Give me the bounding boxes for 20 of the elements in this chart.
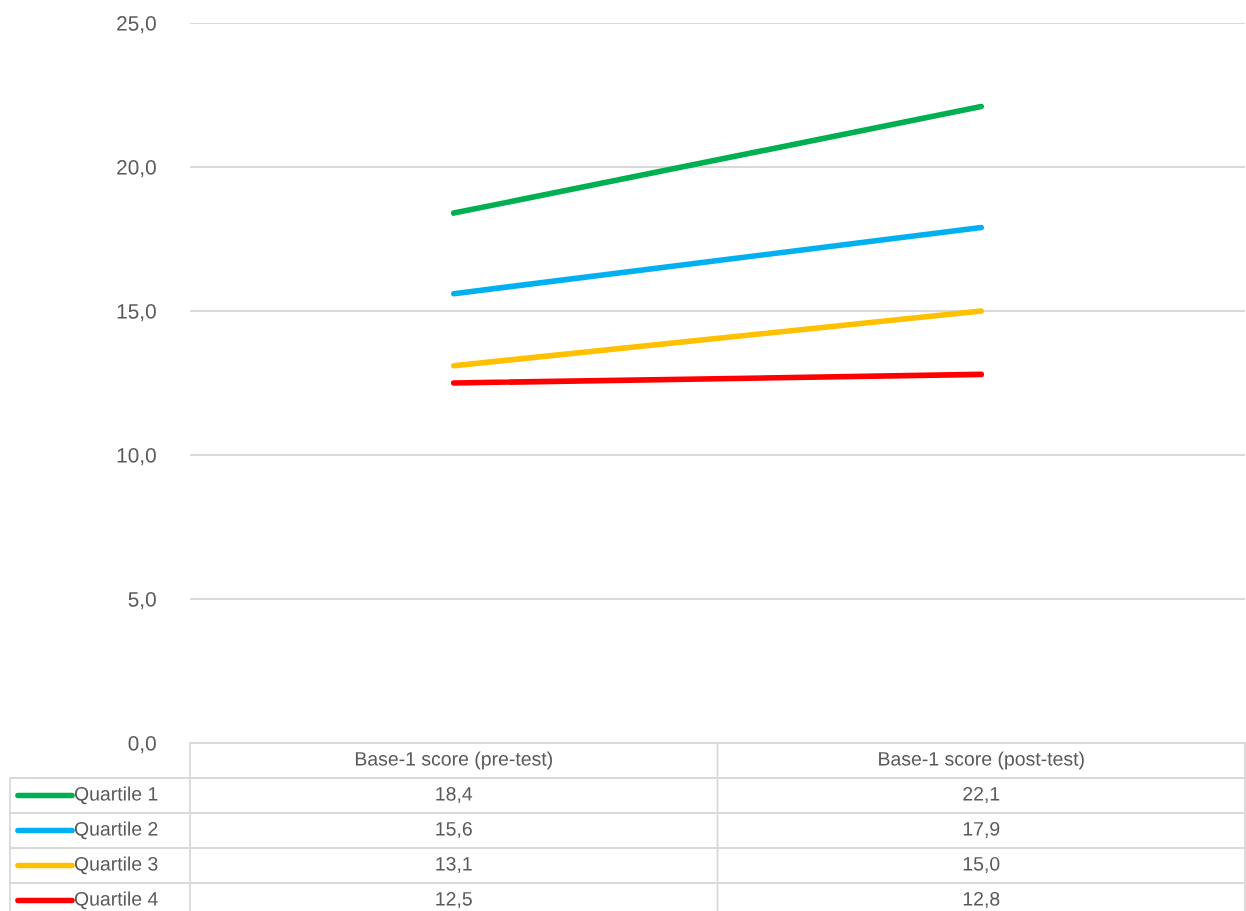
legend-label: Quartile 1: [74, 786, 158, 805]
data-label: 18,4: [436, 786, 473, 804]
data-label: 15,6: [436, 821, 472, 839]
data-label: 15,0: [963, 856, 1000, 874]
data-label: 17,9: [963, 821, 1000, 839]
y-tick-label: 25,0: [117, 16, 156, 34]
legend-label: Quartile 2: [74, 821, 158, 840]
legend-label: Quartile 4: [74, 891, 158, 910]
data-label: 12,8: [963, 891, 1000, 909]
x-tick-label: Base-1 score (post-test): [879, 751, 1084, 770]
x-tick-label: Base-1 score (pre-test): [355, 751, 552, 770]
y-tick-label: 20,0: [117, 160, 156, 178]
y-tick-label: 10,0: [117, 448, 156, 466]
y-tick-label: 5,0: [128, 592, 156, 610]
legend-label: Quartile 3: [74, 856, 158, 875]
data-label: 13,1: [436, 856, 472, 874]
y-tick-label: 0,0: [128, 736, 156, 754]
y-tick-label: 15,0: [117, 304, 156, 322]
data-label: 22,1: [963, 786, 1000, 804]
data-label: 12,5: [436, 891, 472, 909]
